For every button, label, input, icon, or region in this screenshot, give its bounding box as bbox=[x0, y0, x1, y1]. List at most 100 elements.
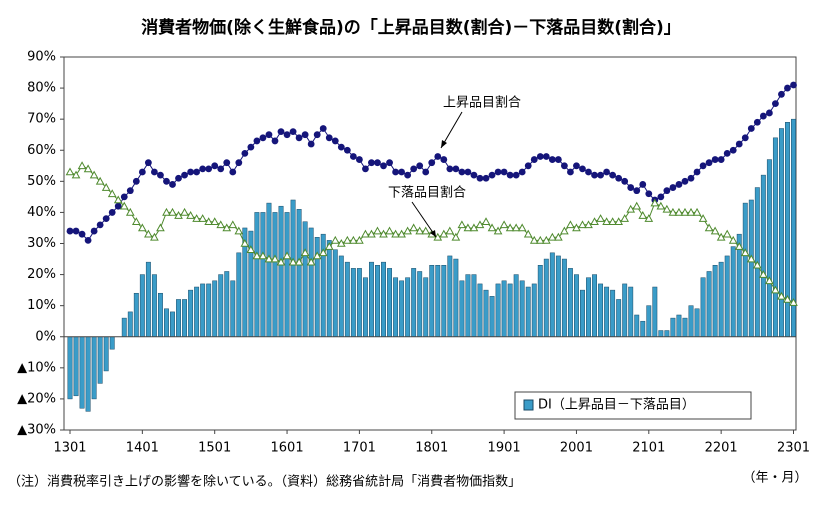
bar bbox=[356, 268, 362, 337]
marker bbox=[669, 184, 677, 191]
bar bbox=[121, 317, 127, 338]
bar bbox=[393, 277, 399, 338]
marker bbox=[313, 131, 321, 139]
marker bbox=[463, 223, 473, 232]
y-tick-label: 10% bbox=[27, 298, 56, 313]
bar bbox=[724, 255, 730, 337]
chart-title: 消費者物価(除く生鮮食品)の「上昇品目数(割合)－下落品目数(割合)」 bbox=[141, 17, 681, 38]
y-tick-label: 80% bbox=[27, 81, 56, 96]
marker bbox=[114, 202, 122, 210]
annotation: 上昇品目割合 bbox=[443, 95, 521, 111]
marker bbox=[392, 168, 399, 176]
marker bbox=[626, 204, 636, 213]
marker bbox=[482, 174, 490, 182]
bar bbox=[230, 280, 236, 337]
bar bbox=[182, 299, 188, 338]
bar bbox=[634, 314, 640, 338]
y-tick-label: 30% bbox=[27, 236, 56, 251]
marker bbox=[692, 207, 702, 216]
marker bbox=[89, 170, 99, 179]
marker bbox=[518, 168, 526, 176]
marker bbox=[548, 156, 556, 163]
legend-label: DI（上昇品目－下落品目） bbox=[538, 398, 695, 413]
marker bbox=[759, 112, 767, 120]
y-tick-label: 70% bbox=[27, 112, 56, 127]
marker bbox=[187, 168, 194, 176]
marker bbox=[223, 159, 231, 167]
marker bbox=[252, 251, 262, 260]
marker bbox=[536, 153, 544, 160]
marker bbox=[481, 217, 491, 226]
bar bbox=[489, 296, 495, 338]
marker bbox=[385, 226, 394, 235]
marker bbox=[585, 168, 592, 176]
marker bbox=[668, 207, 678, 216]
bar bbox=[567, 268, 573, 337]
marker bbox=[451, 232, 461, 241]
bar bbox=[658, 330, 664, 337]
marker bbox=[633, 187, 641, 195]
bar bbox=[103, 336, 109, 372]
bar bbox=[664, 330, 670, 337]
marker bbox=[386, 159, 393, 167]
marker bbox=[590, 217, 599, 226]
bar bbox=[145, 261, 151, 337]
marker bbox=[294, 257, 304, 266]
bar bbox=[543, 258, 549, 337]
x-tick-label: 1901 bbox=[488, 441, 521, 456]
bar bbox=[350, 268, 356, 337]
marker bbox=[205, 165, 213, 173]
marker bbox=[579, 165, 586, 173]
marker bbox=[144, 159, 152, 167]
marker bbox=[234, 226, 244, 235]
bar bbox=[507, 283, 513, 337]
marker bbox=[704, 223, 714, 232]
marker bbox=[324, 242, 334, 250]
marker bbox=[784, 84, 791, 92]
marker bbox=[356, 156, 363, 163]
marker bbox=[500, 168, 508, 176]
marker bbox=[698, 214, 708, 222]
marker bbox=[71, 170, 81, 179]
marker bbox=[645, 190, 653, 198]
marker bbox=[319, 125, 327, 132]
marker bbox=[740, 248, 750, 257]
marker bbox=[632, 201, 642, 210]
bar bbox=[501, 280, 507, 337]
footnote: （注）消費税率引き上げの影響を除いている。（資料）総務省統計局「消費者物価指数」 bbox=[8, 474, 521, 490]
x-tick-label: 2001 bbox=[560, 441, 593, 456]
bar bbox=[290, 199, 296, 337]
bar bbox=[188, 289, 194, 337]
marker bbox=[530, 156, 538, 163]
marker bbox=[204, 217, 214, 226]
marker bbox=[476, 174, 484, 182]
marker bbox=[175, 174, 182, 182]
marker bbox=[765, 109, 773, 117]
marker bbox=[475, 220, 485, 229]
marker bbox=[567, 168, 574, 176]
marker bbox=[404, 171, 412, 179]
marker bbox=[289, 128, 297, 136]
x-tick-label: 2201 bbox=[705, 441, 738, 456]
marker bbox=[217, 165, 225, 173]
annotation-arrow bbox=[411, 201, 437, 238]
marker bbox=[488, 171, 496, 179]
marker bbox=[240, 238, 250, 247]
bar bbox=[109, 336, 115, 350]
marker bbox=[783, 294, 792, 303]
marker bbox=[84, 236, 92, 244]
marker bbox=[247, 143, 255, 151]
marker bbox=[753, 118, 761, 126]
bar bbox=[604, 286, 610, 337]
bar bbox=[447, 255, 453, 337]
bar bbox=[730, 246, 736, 338]
bar bbox=[375, 265, 380, 337]
bar bbox=[580, 289, 585, 337]
bar bbox=[170, 311, 175, 337]
bar bbox=[778, 128, 784, 337]
bar bbox=[362, 277, 368, 338]
y-tick-label: 50% bbox=[27, 174, 56, 189]
marker bbox=[765, 276, 774, 285]
marker bbox=[415, 226, 425, 235]
marker bbox=[609, 171, 617, 179]
